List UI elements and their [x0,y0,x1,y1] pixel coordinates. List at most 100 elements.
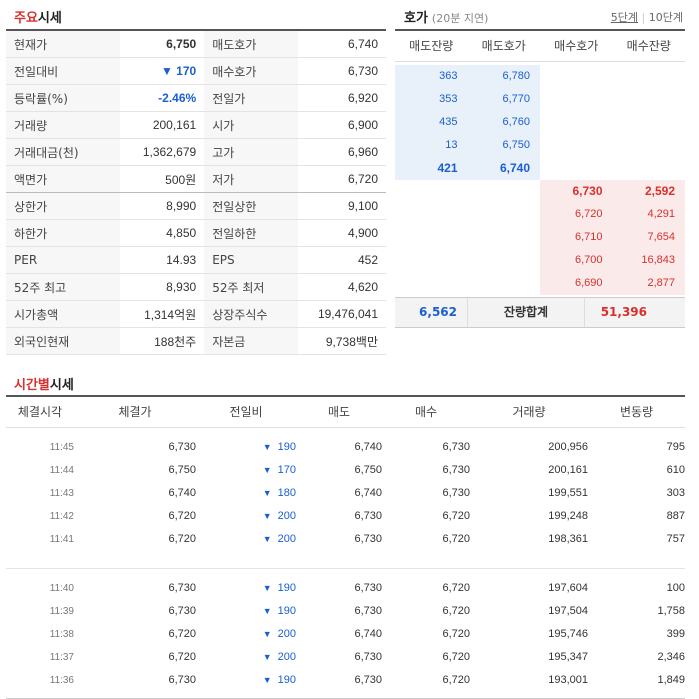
empty-cell [468,249,541,272]
empty-cell [395,180,468,203]
empty-cell [395,226,468,249]
quote-label: 시가 [204,111,298,139]
bid-price[interactable]: 6,710 [540,226,613,249]
empty-cell [395,249,468,272]
quote-label: 전일가 [204,84,298,112]
orderbook-summary: 6,562 잔량합계 51,396 [395,297,685,328]
bid-price[interactable]: 6,720 [540,203,613,226]
sell-cell: 6,730 [354,605,382,617]
quote-value: 9,738백만 [297,327,386,355]
quote-value: 6,960 [297,138,386,166]
sell-cell: 6,730 [354,510,382,522]
quote-row: 현재가 6,750 매도호가 6,740 [6,31,386,58]
ask-price[interactable]: 6,740 [467,157,540,180]
quote-value: 1,314억원 [120,300,205,328]
ask-qty: 435 [395,111,468,134]
time-cell: 11:36 [49,675,74,686]
time-row: 11:37 6,720 ▼ 200 6,730 6,720 195,347 2,346 [6,646,685,669]
empty-cell [613,157,686,180]
time-row: 11:42 6,720 ▼ 200 6,730 6,720 199,248 887 [6,505,685,528]
sell-cell: 6,730 [354,533,382,545]
time-cell: 11:42 [49,511,74,522]
delta-cell: 303 [666,487,685,499]
quote-row: 등락률(%) -2.46% 전일가 6,920 [6,84,386,112]
title-highlight: 주요 [14,11,38,26]
ask-price[interactable]: 6,750 [467,134,540,157]
change-cell: ▼ 200 [196,505,296,528]
empty-cell [613,88,686,111]
time-cell: 11:38 [49,629,74,640]
empty-cell [540,157,613,180]
time-cell: 11:37 [49,652,74,663]
quote-label: 상한가 [6,192,120,220]
time-header-cell: 변동량 [619,405,654,419]
ask-price[interactable]: 6,780 [467,65,540,88]
quote-row: 거래대금(천) 1,362,679 고가 6,960 [6,138,386,166]
volume-cell: 195,746 [548,628,588,640]
bid-price[interactable]: 6,700 [540,249,613,272]
tab-5-levels[interactable]: 5단계 [610,11,639,24]
sell-cell: 6,740 [354,441,382,453]
orderbook-title: 호가 (20분 지연) [404,7,488,26]
time-section-title: 시간별시세 [14,374,74,393]
change-cell: ▼ 190 [196,669,296,692]
delta-cell: 610 [666,464,685,476]
quote-label: 매수호가 [204,57,298,85]
ask-row: 421 6,740 [395,157,685,180]
quote-table: 현재가 6,750 매도호가 6,740 전일대비 ▼ 170 매수호가 6,730 등락률(%… [6,29,386,355]
time-header-cell: 매도 [327,405,351,419]
time-header-cell: 전일비 [229,405,263,419]
orderbook-title-text: 호가 [404,11,428,26]
quote-label: 52주 최저 [204,273,298,301]
quote-row: 거래량 200,161 시가 6,900 [6,111,386,139]
delta-cell: 100 [666,582,685,594]
empty-cell [468,272,541,295]
quote-value: 4,620 [297,273,386,301]
price-cell: 6,730 [168,582,196,594]
ask-row: 363 6,780 [395,65,685,88]
bid-price[interactable]: 6,730 [540,180,613,203]
quote-value: 6,730 [297,57,386,85]
ask-price[interactable]: 6,770 [467,88,540,111]
quote-row: 시가총액 1,314억원 상장주식수 19,476,041 [6,300,386,328]
bid-price[interactable]: 6,690 [540,272,613,295]
volume-cell: 195,347 [548,651,588,663]
quote-value: 4,850 [120,219,205,247]
volume-cell: 197,604 [548,582,588,594]
empty-cell [613,111,686,134]
quote-label: 전일상한 [204,192,298,220]
quote-value: 200,161 [120,111,205,139]
time-header-cell: 체결시각 [17,405,63,419]
sell-cell: 6,730 [354,582,382,594]
buy-cell: 6,720 [442,651,470,663]
time-table-header: 체결시각 체결가 전일비 매도 매수 거래량 변동량 [6,397,685,428]
change-cell: ▼ 200 [196,646,296,669]
empty-cell [468,203,541,226]
buy-cell: 6,720 [442,533,470,545]
change-value: 170 [277,464,296,476]
quote-row: 상한가 8,990 전일상한 9,100 [6,192,386,220]
ask-price[interactable]: 6,760 [467,111,540,134]
bid-row: 6,690 2,877 [395,272,685,295]
sell-cell: 6,730 [354,651,382,663]
price-cell: 6,730 [168,605,196,617]
change-value: 200 [277,533,296,545]
volume-cell: 193,001 [548,674,588,686]
quote-value: 1,362,679 [120,138,205,166]
volume-cell: 200,956 [548,441,588,453]
total-bid-qty: 51,396 [600,305,647,319]
quote-label: 외국인현재 [6,327,120,355]
title-rest: 시세 [37,11,62,26]
price-cell: 6,730 [168,674,196,686]
buy-cell: 6,720 [442,674,470,686]
down-arrow-icon: ▼ [262,606,272,616]
tab-separator: | [641,11,646,24]
sell-cell: 6,740 [354,487,382,499]
tab-10-levels[interactable]: 10단계 [648,11,683,24]
time-row: 11:45 6,730 ▼ 190 6,740 6,730 200,956 795 [6,436,685,459]
delta-cell: 887 [666,510,685,522]
change-value: 180 [277,487,296,499]
quote-label: EPS [204,246,298,274]
quote-row: 전일대비 ▼ 170 매수호가 6,730 [6,57,386,85]
time-title-highlight: 시간별 [14,378,50,393]
